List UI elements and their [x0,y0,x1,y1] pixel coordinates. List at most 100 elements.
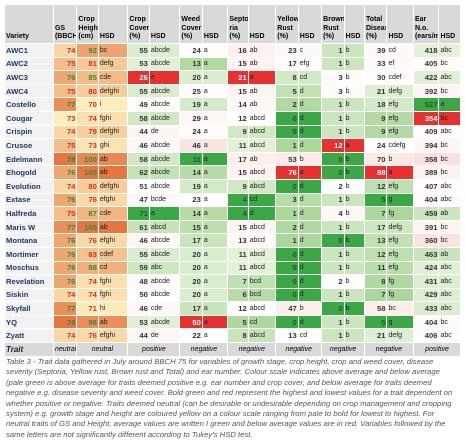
value-cell: 78 [52,314,78,330]
value-cell: 1 [275,206,299,221]
table-row: Halfreda 75 87 cde 71 a 14 a 4 d 1 d 4 b 7 fg 459 ab [4,206,461,221]
hsd-cell: bc [438,233,461,248]
value-cell: 0 [275,287,299,303]
hsd-cell: b [343,165,366,180]
hsd-cell: cdef [386,70,414,85]
column-header: Ear N.o. (ears/m²) [412,4,440,44]
hsd-cell: abcde [148,151,181,167]
value-cell: 22 [179,328,203,344]
hsd-cell: b [343,83,366,99]
value-cell: 2 [321,178,345,194]
value-cell: 0 [275,314,299,330]
table-row: Crispin 74 79 defghi 44 de 24 a 9 abcd 0 d 1 b 9 efg 409… [4,124,461,140]
value-cell: 59 [127,260,150,276]
value-cell: 5 [363,314,388,330]
value-cell: 5 [363,192,388,208]
table-row: Siskin 74 74 fghi 50 abcde 20 a 6 bcd 0 d 1 b 7 fg 429 ab… [4,287,461,303]
hsd-cell: abc [438,260,461,276]
column-header: GS (BBCH) [52,4,78,44]
hsd-cell: ghi [97,138,129,153]
hsd-cell: d [297,178,323,194]
hsd-cell: b [343,56,366,72]
hsd-cell: abcd [247,328,277,344]
hsd-cell: bc [438,56,461,72]
value-cell: 11 [227,246,249,262]
hsd-cell: b [343,151,366,167]
column-header: Brown Rust (%) [321,4,345,44]
hsd-cell: cd [247,192,277,208]
hsd-cell: a [343,138,366,153]
variety-cell: AWC4 [4,83,54,99]
hsd-cell: a [201,70,229,85]
value-cell: 391 [412,219,440,235]
column-header: Variety [4,4,54,44]
value-cell: 418 [412,43,440,58]
hsd-cell: abcde [148,287,181,303]
hsd-cell: efg [297,56,323,72]
variety-cell: Montana [4,233,54,248]
value-cell: 11 [179,151,203,167]
variety-cell: Mortimer [4,246,54,262]
value-cell: 62 [127,165,150,180]
hsd-cell: defg [97,56,129,72]
value-cell: 75 [52,206,78,221]
hsd-cell: fg [386,206,414,221]
value-cell: 17 [179,233,203,248]
value-cell: 75 [52,83,78,99]
hsd-cell: cde [148,301,181,316]
hsd-cell: d [297,138,323,153]
hsd-cell: ab [97,314,129,330]
hsd-cell: defghi [97,124,129,140]
hsd-cell: fghi [97,110,129,126]
hsd-cell: abcde [148,165,181,180]
hsd-cell: abcd [247,138,277,153]
value-cell: 21 [227,70,249,85]
hsd-cell: a [201,206,229,221]
value-cell: 58 [127,110,150,126]
hsd-cell: abc [438,178,461,194]
value-cell: 46 [127,233,150,248]
hsd-cell: abc [438,43,461,58]
value-cell: 46 [179,138,203,153]
table-row: Evolution 74 80 defghi 51 abcde 19 a 9 abcd 0 d 2 b 12… [4,178,461,194]
value-cell: 11 [227,260,249,276]
hsd-cell: de [148,124,181,140]
hsd-cell: efg [386,97,414,112]
value-cell: 8 [275,70,299,85]
value-cell: 46 [127,138,150,153]
value-cell: 74 [52,43,78,58]
value-cell: 11 [227,138,249,153]
value-cell: 92 [76,43,99,58]
hsd-cell: b [297,301,323,316]
value-cell: 13 [227,233,249,248]
value-cell: 19 [179,178,203,194]
column-header: HSD [201,4,229,44]
table-row: Maris W 77 105 ab 61 abcd 15 a 15 abcd 2 d 1 b 17 defg 3… [4,219,461,235]
hsd-cell: d [297,274,323,289]
value-cell: 7 [363,206,388,221]
hsd-cell: abcd [247,246,277,262]
variety-cell: Cougar [4,110,54,126]
value-cell: 23 [179,192,203,208]
table-row: AWC1 74 92 bc 55 abcde 24 a 16 ab 23 c 1 b 39 cd 418 abc [4,43,461,58]
table-row: AWC2 75 81 defg 53 abcde 13 a 15 ab 17 efg 1 b 33 ef 405… [4,56,461,72]
value-cell: 75 [52,138,78,153]
hsd-cell: defg [386,83,414,99]
value-cell: 76 [76,192,99,208]
hsd-cell: abc [148,260,181,276]
hsd-cell: cdefg [386,138,414,153]
hsd-cell: defghi [97,83,129,99]
value-cell: 4 [227,192,249,208]
value-cell: 25 [179,83,203,99]
value-cell: 100 [76,151,99,167]
hsd-cell: d [297,83,323,99]
value-cell: 407 [412,178,440,194]
hsd-cell: b [343,219,366,235]
column-header: HSD [386,4,414,44]
value-cell: 81 [76,56,99,72]
value-cell: 46 [127,301,150,316]
value-cell: 431 [412,274,440,289]
hsd-cell: e [148,70,181,85]
value-cell: 0 [275,124,299,140]
hsd-cell: efghi [97,328,129,344]
